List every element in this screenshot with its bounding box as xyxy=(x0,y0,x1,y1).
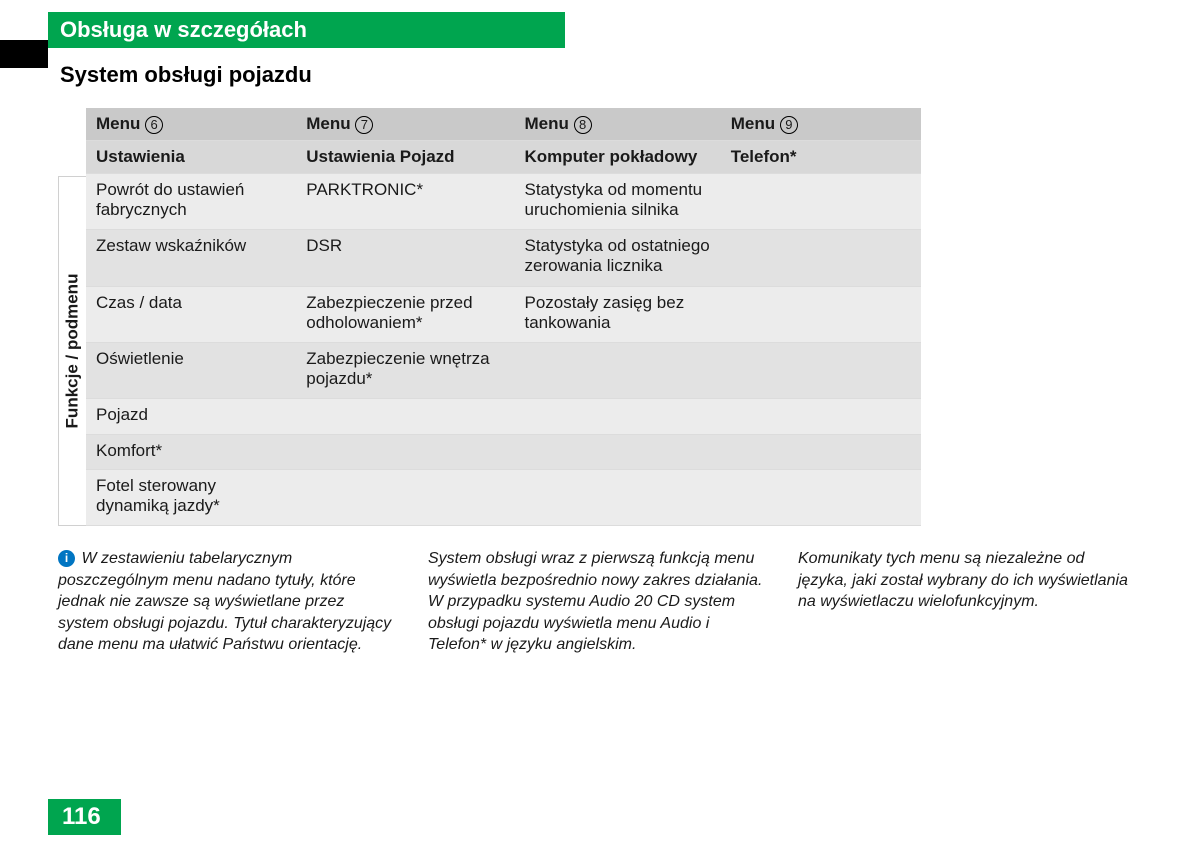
side-label-text: Funkcje / podmenu xyxy=(63,274,83,429)
notes-section: i W zestawieniu tabelarycznym poszczegól… xyxy=(58,548,1138,656)
table-cell xyxy=(515,343,721,399)
table-cell: Statystyka od ostatniego zerowania liczn… xyxy=(515,230,721,286)
table-cell xyxy=(721,434,921,469)
table-cell xyxy=(515,469,721,525)
table-row: Zestaw wskaźników DSR Statystyka od osta… xyxy=(86,230,921,286)
menu-header: Menu 8 xyxy=(515,108,721,141)
note-column: Komunikaty tych menu są niezależne od ję… xyxy=(798,548,1138,656)
menu-header: Menu 7 xyxy=(296,108,514,141)
menu-header: Menu 9 xyxy=(721,108,921,141)
table-cell: Powrót do ustawień fabrycznych xyxy=(86,174,296,230)
menu-table: Menu 6 Menu 7 Menu 8 Menu 9 Ustawienia U… xyxy=(86,108,921,526)
table-row: Oświetlenie Zabezpieczenie wnętrza pojaz… xyxy=(86,343,921,399)
menu-number-row: Menu 6 Menu 7 Menu 8 Menu 9 xyxy=(86,108,921,141)
table-row: Powrót do ustawień fabrycznych PARKTRONI… xyxy=(86,174,921,230)
table-cell: Zabezpieczenie przed odholowaniem* xyxy=(296,286,514,342)
page-number: 116 xyxy=(48,799,121,835)
table-cell xyxy=(721,469,921,525)
note-text: W zestawieniu tabelarycznym poszczególny… xyxy=(58,550,391,653)
note-text: System obsługi wraz z pierwszą funkcją m… xyxy=(428,550,762,653)
table-cell: Pojazd xyxy=(86,399,296,434)
menu-title: Komputer pokładowy xyxy=(515,141,721,174)
table-cell: Komfort* xyxy=(86,434,296,469)
table-cell: DSR xyxy=(296,230,514,286)
table-cell: Zabezpieczenie wnętrza pojazdu* xyxy=(296,343,514,399)
table-row: Komfort* xyxy=(86,434,921,469)
menu-title: Telefon* xyxy=(721,141,921,174)
table-cell: Statystyka od momentu uruchomienia silni… xyxy=(515,174,721,230)
table-cell xyxy=(515,434,721,469)
table-cell xyxy=(721,230,921,286)
menu-table-wrap: Funkcje / podmenu Menu 6 Menu 7 Menu 8 M… xyxy=(58,108,921,526)
table-row: Czas / data Zabezpieczenie przed odholow… xyxy=(86,286,921,342)
chapter-header: Obsługa w szczegółach xyxy=(48,12,565,48)
table-row: Pojazd xyxy=(86,399,921,434)
table-cell: Pozostały zasięg bez tankowania xyxy=(515,286,721,342)
table-cell xyxy=(296,434,514,469)
chapter-title: Obsługa w szczegółach xyxy=(60,17,307,43)
note-text: Komunikaty tych menu są niezależne od ję… xyxy=(798,550,1128,610)
note-column: i W zestawieniu tabelarycznym poszczegól… xyxy=(58,548,398,656)
table-cell xyxy=(296,399,514,434)
table-cell xyxy=(721,399,921,434)
menu-header: Menu 6 xyxy=(86,108,296,141)
menu-table-body: Powrót do ustawień fabrycznych PARKTRONI… xyxy=(86,174,921,526)
table-cell: Oświetlenie xyxy=(86,343,296,399)
table-cell xyxy=(721,286,921,342)
table-cell xyxy=(721,343,921,399)
table-cell xyxy=(721,174,921,230)
table-side-label: Funkcje / podmenu xyxy=(58,176,86,526)
table-cell: PARKTRONIC* xyxy=(296,174,514,230)
table-cell: Czas / data xyxy=(86,286,296,342)
section-title: System obsługi pojazdu xyxy=(60,62,312,88)
table-cell: Zestaw wskaźników xyxy=(86,230,296,286)
table-row: Fotel sterowany dynamiką jazdy* xyxy=(86,469,921,525)
info-icon: i xyxy=(58,550,75,567)
side-tab xyxy=(0,40,48,68)
note-column: System obsługi wraz z pierwszą funkcją m… xyxy=(428,548,768,656)
table-cell xyxy=(296,469,514,525)
table-cell: Fotel sterowany dynamiką jazdy* xyxy=(86,469,296,525)
menu-title-row: Ustawienia Ustawienia Pojazd Komputer po… xyxy=(86,141,921,174)
table-cell xyxy=(515,399,721,434)
menu-title: Ustawienia Pojazd xyxy=(296,141,514,174)
menu-title: Ustawienia xyxy=(86,141,296,174)
